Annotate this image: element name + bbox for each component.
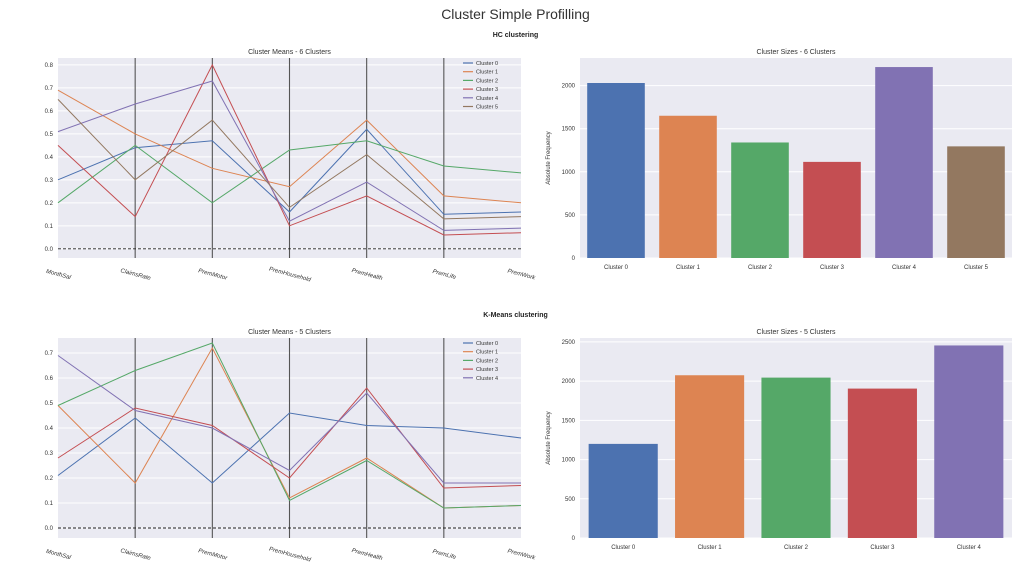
x-tick-label: Cluster 4: [957, 545, 982, 551]
bar-cluster-1: [675, 375, 745, 538]
chart-title: Cluster Means - 5 Clusters: [248, 329, 331, 336]
series-line-cluster-3: [57, 387, 522, 489]
bar-cluster-1: [659, 115, 717, 258]
y-tick-label: 0.8: [45, 63, 54, 69]
y-tick-label: 0: [572, 256, 576, 262]
bar-cluster-2: [731, 142, 789, 258]
chart-title: Cluster Sizes - 5 Clusters: [757, 329, 836, 336]
y-tick-label: 500: [565, 497, 576, 503]
y-tick-label: 0.1: [45, 501, 54, 507]
y-tick-label: 0.0: [45, 526, 54, 532]
x-tick-label: Cluster 3: [820, 265, 845, 271]
legend-label: Cluster 0: [476, 61, 498, 67]
x-tick-label: Cluster 4: [892, 265, 917, 271]
y-tick-label: 0.2: [45, 476, 54, 482]
chart-title: Cluster Means - 6 Clusters: [248, 49, 331, 56]
legend-label: Cluster 1: [476, 350, 498, 356]
bar-cluster-0: [588, 443, 658, 538]
y-tick-label: 2500: [562, 340, 576, 346]
y-axis-label: Absolute Frequency: [546, 131, 552, 184]
section-title-kmeans: K-Means clustering: [483, 312, 548, 319]
y-tick-label: 0.4: [45, 155, 54, 161]
x-tick-label: Cluster 2: [784, 545, 809, 551]
bar-cluster-0: [587, 83, 645, 258]
y-tick-label: 0.7: [45, 351, 54, 357]
y-tick-label: 1500: [562, 418, 576, 424]
series-line-cluster-4: [57, 80, 522, 231]
chart-title: Cluster Sizes - 6 Clusters: [757, 49, 836, 56]
series-line-cluster-0: [57, 128, 522, 215]
bar-cluster-3: [803, 161, 861, 258]
x-tick-label: Cluster 5: [964, 265, 989, 271]
y-tick-label: 1000: [562, 170, 576, 176]
y-tick-label: 0.3: [45, 451, 54, 457]
legend-label: Cluster 0: [476, 341, 498, 347]
x-tick-label: Cluster 1: [676, 265, 701, 271]
y-tick-label: 0.1: [45, 224, 54, 230]
series-line-cluster-2: [57, 342, 522, 509]
x-tick-label: Cluster 3: [870, 545, 895, 551]
series-line-cluster-1: [57, 89, 522, 204]
y-tick-label: 0.6: [45, 109, 54, 115]
series-line-cluster-0: [57, 412, 522, 484]
legend-label: Cluster 3: [476, 367, 498, 373]
bar-cluster-5: [947, 146, 1005, 258]
legend-label: Cluster 4: [476, 376, 498, 382]
y-tick-label: 0.5: [45, 132, 54, 138]
x-tick-label: Cluster 0: [611, 545, 636, 551]
y-tick-label: 0.3: [45, 178, 54, 184]
y-tick-label: 2000: [562, 84, 576, 90]
x-tick-label: Cluster 0: [604, 265, 629, 271]
legend-label: Cluster 2: [476, 358, 498, 364]
y-tick-label: 1500: [562, 127, 576, 133]
x-tick-label: Cluster 1: [698, 545, 723, 551]
y-tick-label: 2000: [562, 379, 576, 385]
series-line-cluster-5: [57, 99, 522, 220]
section-title-hc: HC clustering: [492, 32, 539, 39]
bar-cluster-2: [761, 377, 831, 538]
legend-label: Cluster 4: [476, 96, 498, 102]
plot-background: [580, 58, 1012, 258]
figure-title: Cluster Simple Profilling: [441, 6, 590, 22]
bar-cluster-3: [847, 388, 917, 538]
y-tick-label: 0.4: [45, 426, 54, 432]
series-line-cluster-2: [57, 140, 522, 204]
y-tick-label: 500: [565, 213, 576, 219]
series-line-cluster-3: [57, 63, 522, 236]
legend-label: Cluster 5: [476, 105, 498, 111]
x-tick-label: Cluster 2: [748, 265, 773, 271]
y-tick-label: 0.0: [45, 247, 54, 253]
y-tick-label: 0.6: [45, 376, 54, 382]
y-tick-label: 0.2: [45, 201, 54, 207]
y-tick-label: 0: [572, 536, 576, 542]
series-line-cluster-4: [57, 355, 521, 484]
bar-cluster-4: [934, 345, 1004, 538]
legend-label: Cluster 2: [476, 78, 498, 84]
y-axis-label: Absolute Frequency: [546, 411, 552, 464]
y-tick-label: 0.5: [45, 401, 54, 407]
legend-label: Cluster 1: [476, 70, 498, 76]
legend-label: Cluster 3: [476, 87, 498, 93]
y-tick-label: 1000: [562, 458, 576, 464]
y-tick-label: 0.7: [45, 86, 54, 92]
bar-cluster-4: [875, 67, 933, 258]
